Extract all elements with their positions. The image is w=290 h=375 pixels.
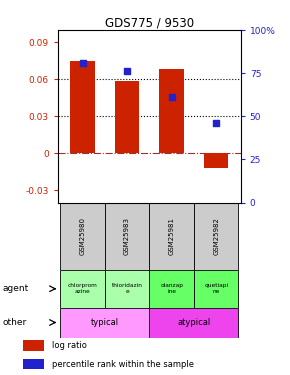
Text: other: other	[3, 318, 27, 327]
Point	[125, 68, 129, 74]
Text: quetiapi
ne: quetiapi ne	[204, 284, 228, 294]
Bar	[149, 202, 194, 270]
Bar	[23, 340, 44, 351]
Bar	[194, 270, 238, 308]
Text: percentile rank within the sample: percentile rank within the sample	[52, 360, 194, 369]
Bar	[23, 359, 44, 369]
Text: chlorprom
azine: chlorprom azine	[68, 284, 97, 294]
Bar	[115, 81, 139, 153]
Text: typical: typical	[91, 318, 119, 327]
Bar	[70, 61, 95, 153]
Bar	[149, 308, 238, 338]
Bar	[204, 153, 229, 168]
Bar	[160, 69, 184, 153]
Text: GSM25980: GSM25980	[79, 217, 86, 255]
Text: olanzap
ine: olanzap ine	[160, 284, 183, 294]
Point	[214, 120, 218, 126]
Bar	[194, 202, 238, 270]
Bar	[105, 270, 149, 308]
Text: GSM25981: GSM25981	[168, 217, 175, 255]
Text: GSM25983: GSM25983	[124, 217, 130, 255]
Point	[80, 60, 85, 66]
Bar	[105, 202, 149, 270]
Bar	[60, 308, 149, 338]
Text: atypical: atypical	[177, 318, 211, 327]
Bar	[149, 270, 194, 308]
Text: log ratio: log ratio	[52, 341, 87, 350]
Point	[169, 94, 174, 100]
Bar	[60, 202, 105, 270]
Text: agent: agent	[3, 284, 29, 293]
Bar	[60, 270, 105, 308]
Text: thioridazin
e: thioridazin e	[112, 284, 142, 294]
Title: GDS775 / 9530: GDS775 / 9530	[105, 17, 194, 30]
Text: GSM25982: GSM25982	[213, 217, 219, 255]
